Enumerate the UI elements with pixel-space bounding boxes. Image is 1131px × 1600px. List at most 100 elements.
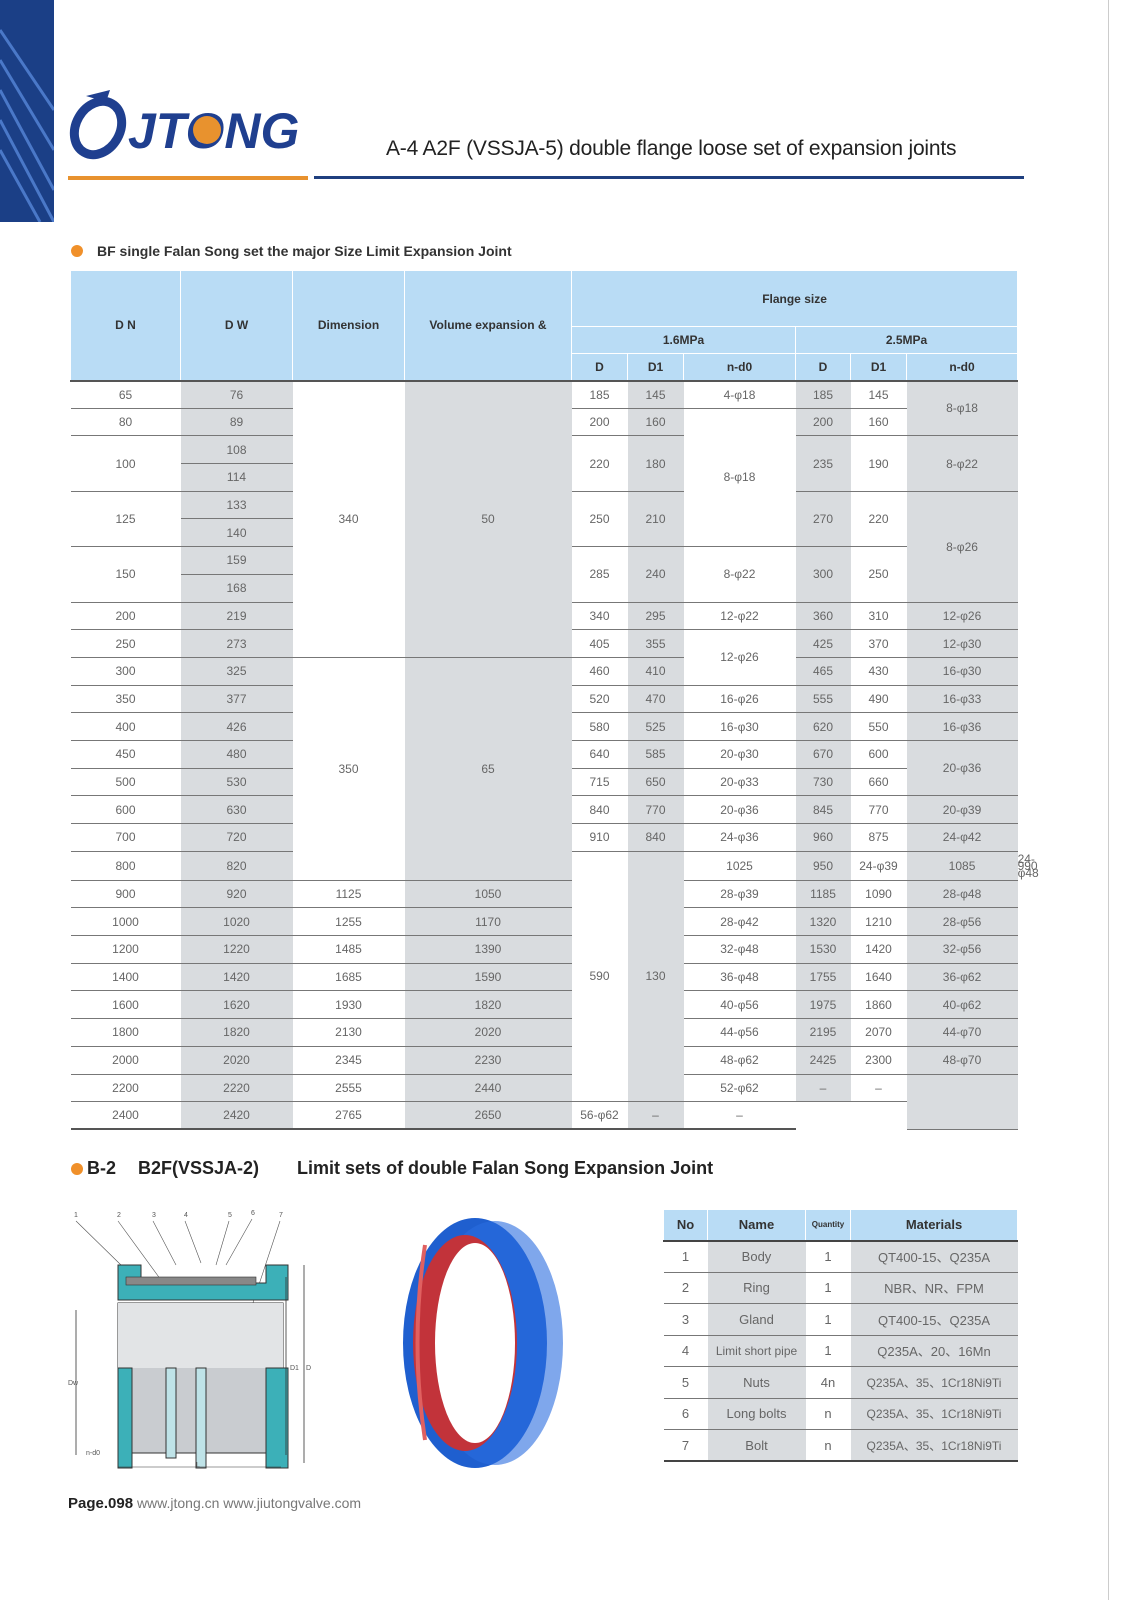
cell-nd0-2-5: 12-φ26 — [906, 601, 1018, 631]
table-row: 1800 1820 2130 2020 44-φ56 2195 2070 44-φ70 — [70, 1018, 1018, 1047]
cell-d-2-5: 2195 — [795, 1018, 851, 1047]
cell-materials: Q235A、35、1Cr18Ni9Ti — [850, 1398, 1018, 1430]
cell-nd0-2-5: 32-φ56 — [906, 935, 1018, 964]
cell-d1-2-5: 660 — [850, 767, 907, 797]
cell-dn: 200 — [70, 601, 181, 631]
svg-text:4: 4 — [184, 1212, 188, 1219]
cell-nd0-1-6: 12-φ22 — [683, 601, 796, 631]
header-dn: D N — [70, 270, 181, 382]
cell-no: 1 — [663, 1240, 708, 1273]
cell-dw: 480 — [180, 739, 293, 769]
cell-d-2-5: 360 — [795, 601, 851, 631]
cell-materials: Q235A、35、1Cr18Ni9Ti — [850, 1366, 1018, 1399]
cell-nd0-1-6: 44-φ56 — [683, 1018, 796, 1047]
cell-d-2-5: 950 — [795, 850, 851, 881]
cell-nd0-2-5: 20-φ39 — [906, 795, 1018, 824]
corner-decoration — [0, 0, 54, 222]
table-row: 1000 1020 1255 1170 28-φ42 1320 1210 28-φ56 — [70, 907, 1018, 937]
cell-nd0-2-5: 16-φ36 — [906, 712, 1018, 741]
cell-d-1-6: 200 — [571, 407, 628, 437]
cell-nd0-1-6: 12-φ26 — [683, 629, 796, 686]
cell-nd0-1-6: 20-φ30 — [683, 739, 796, 769]
cell-volume: 1050 — [404, 879, 572, 909]
cell-dw: 2220 — [180, 1073, 293, 1103]
cell-nd0-2-5: 12-φ30 — [906, 629, 1018, 658]
cell-nd0-1-6: 16-φ26 — [683, 684, 796, 714]
cell-no: 6 — [663, 1398, 708, 1430]
cell-dimension: 1685 — [292, 962, 405, 992]
cell-d1-2-5: 220 — [850, 490, 907, 548]
materials-row: 3 Gland 1 QT400-15、Q235A — [663, 1303, 1018, 1336]
table-row: 80 89 200 160 8-φ18 200 160 — [70, 407, 1018, 548]
header-dw: D W — [180, 270, 293, 382]
cell-d-2-5: 1975 — [795, 990, 851, 1020]
cell-d-2-5: 555 — [795, 684, 851, 714]
cell-d1-2-5: 370 — [850, 629, 907, 658]
cell-nd0-1-6: 36-φ48 — [683, 962, 796, 992]
cell-d-2-5: – — [795, 1073, 851, 1103]
table-row: 1200 1220 1485 1390 32-φ48 1530 1420 32-φ56 — [70, 935, 1018, 964]
cell-d-1-6: 520 — [571, 684, 628, 714]
cell-volume: 2440 — [404, 1073, 572, 1103]
section-title: BF single Falan Song set the major Size … — [97, 243, 512, 259]
cell-dw: 76 — [180, 380, 293, 409]
cell-d1-2-5: 600 — [850, 739, 907, 769]
cell-dw: 426 — [180, 712, 293, 741]
cell-dn: 250 — [70, 629, 181, 658]
cell-name: Nuts — [707, 1366, 806, 1399]
header-2-5mpa: 2.5MPa — [794, 326, 1019, 354]
section-heading-b2: B-2 B2F(VSSJA-2) Limit sets of double Fa… — [71, 1158, 713, 1179]
cell-d1-1-6: 585 — [627, 739, 684, 769]
cell-d1-2-5: 1860 — [850, 990, 907, 1020]
cell-d1-2-5: 1420 — [850, 935, 907, 964]
materials-row: 5 Nuts 4n Q235A、35、1Cr18Ni9Ti — [663, 1366, 1018, 1399]
cell-nd0-2-5: 28-φ56 — [906, 907, 1018, 937]
cell-dw: 325 — [180, 656, 293, 686]
cell-d1-2-5: 430 — [850, 656, 907, 686]
cell-d1-2-5: 875 — [850, 823, 907, 852]
cell-quantity: n — [805, 1398, 851, 1430]
cell-dimension: 1485 — [292, 935, 405, 964]
section-heading-bf: BF single Falan Song set the major Size … — [71, 243, 512, 259]
cell-nd0-2-5: 1085 — [906, 850, 1018, 881]
table-row: 250 273 405 355 12-φ26 425 370 12-φ30 — [70, 629, 1018, 686]
cell-dimension: 2555 — [292, 1073, 405, 1103]
cell-nd0-1-6: 4-φ18 — [683, 380, 796, 409]
cell-volume: 50 — [404, 380, 572, 658]
section-code: B-2 — [87, 1158, 117, 1178]
cell-quantity: 1 — [805, 1272, 851, 1304]
svg-text:Dw: Dw — [68, 1380, 79, 1387]
cell-d-2-5: 845 — [795, 795, 851, 824]
header-nd0: n-d0 — [905, 353, 1019, 382]
cell-d1-2-5: 160 — [850, 407, 907, 437]
table-row: 2200 2220 2555 2440 52-φ62– – — [70, 1073, 1018, 1130]
cell-d1-1-6: 240 — [627, 546, 684, 603]
cell-volume: 1170 — [404, 907, 572, 937]
cell-d1-2-5: 490 — [850, 684, 907, 714]
cell-volume: 1390 — [404, 935, 572, 964]
header-d1: D1 — [850, 353, 907, 382]
materials-row: 2 Ring 1 NBR、NR、FPM — [663, 1272, 1018, 1304]
cell-d1-2-5: 250 — [850, 546, 907, 603]
cell-d1-1-6: 650 — [627, 767, 684, 797]
cell-dw: 377 — [180, 684, 293, 714]
cell-d1-1-6: 160 — [627, 407, 684, 437]
cell-d-1-6: 840 — [571, 795, 628, 824]
cell-d1-1-6: – — [627, 1101, 684, 1131]
cell-dimension: 2765 — [292, 1101, 405, 1131]
cell-d-1-6: 910 — [571, 823, 628, 852]
cell-dw: 133 — [180, 490, 293, 520]
table-row: 140 — [71, 518, 1018, 548]
cell-d-1-6: 250 — [571, 490, 628, 548]
cell-dw: 720 — [180, 823, 293, 852]
cell-d-1-6: 405 — [571, 629, 628, 658]
cell-dn: 1000 — [70, 907, 181, 937]
cell-d-2-5: 1320 — [795, 907, 851, 937]
cell-dw: 140 — [180, 518, 293, 548]
cell-dn: 150 — [70, 546, 181, 603]
cell-name: Ring — [707, 1272, 806, 1304]
cell-dw: 273 — [180, 629, 293, 658]
cell-d1-1-6: 470 — [627, 684, 684, 714]
cell-dw: 1220 — [180, 935, 293, 964]
cell-nd0-1-6: 48-φ62 — [683, 1045, 796, 1075]
